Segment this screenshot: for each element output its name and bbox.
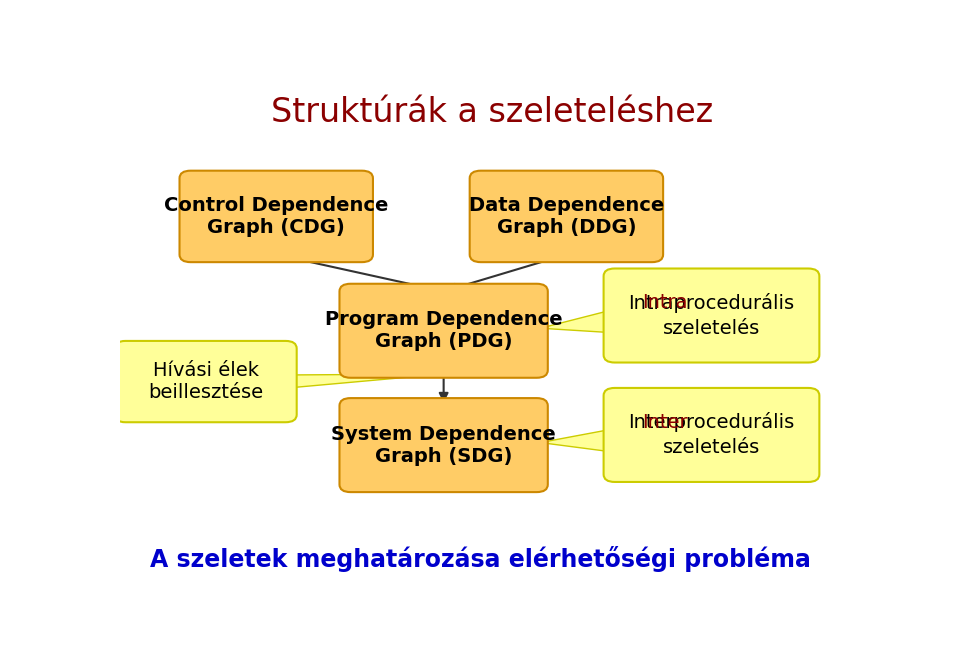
Text: Interprocedurális: Interprocedurális <box>629 412 795 432</box>
Text: szeletelés: szeletelés <box>662 438 760 457</box>
Text: Program Dependence
Graph (PDG): Program Dependence Graph (PDG) <box>324 310 563 351</box>
FancyBboxPatch shape <box>469 171 663 262</box>
Text: Struktúrák a szeleteléshez: Struktúrák a szeleteléshez <box>271 96 713 129</box>
FancyBboxPatch shape <box>340 284 548 378</box>
Text: System Dependence
Graph (SDG): System Dependence Graph (SDG) <box>331 424 556 465</box>
Text: Hívási élek
beillesztése: Hívási élek beillesztése <box>148 361 263 402</box>
Polygon shape <box>540 310 614 333</box>
Text: szeletelés: szeletelés <box>662 319 760 338</box>
FancyBboxPatch shape <box>340 398 548 492</box>
FancyBboxPatch shape <box>604 269 820 362</box>
Polygon shape <box>540 428 614 452</box>
Polygon shape <box>285 374 444 388</box>
Text: Intraprocedurális: Intraprocedurális <box>629 293 795 313</box>
Text: A szeletek meghatározása elérhetőségi probléma: A szeletek meghatározása elérhetőségi pr… <box>150 546 810 572</box>
Text: Inter: Inter <box>642 412 687 432</box>
Text: Intra: Intra <box>642 293 687 312</box>
Text: Data Dependence
Graph (DDG): Data Dependence Graph (DDG) <box>468 196 664 237</box>
FancyBboxPatch shape <box>180 171 372 262</box>
Text: Control Dependence
Graph (CDG): Control Dependence Graph (CDG) <box>164 196 389 237</box>
FancyBboxPatch shape <box>114 341 297 422</box>
FancyBboxPatch shape <box>604 388 820 482</box>
